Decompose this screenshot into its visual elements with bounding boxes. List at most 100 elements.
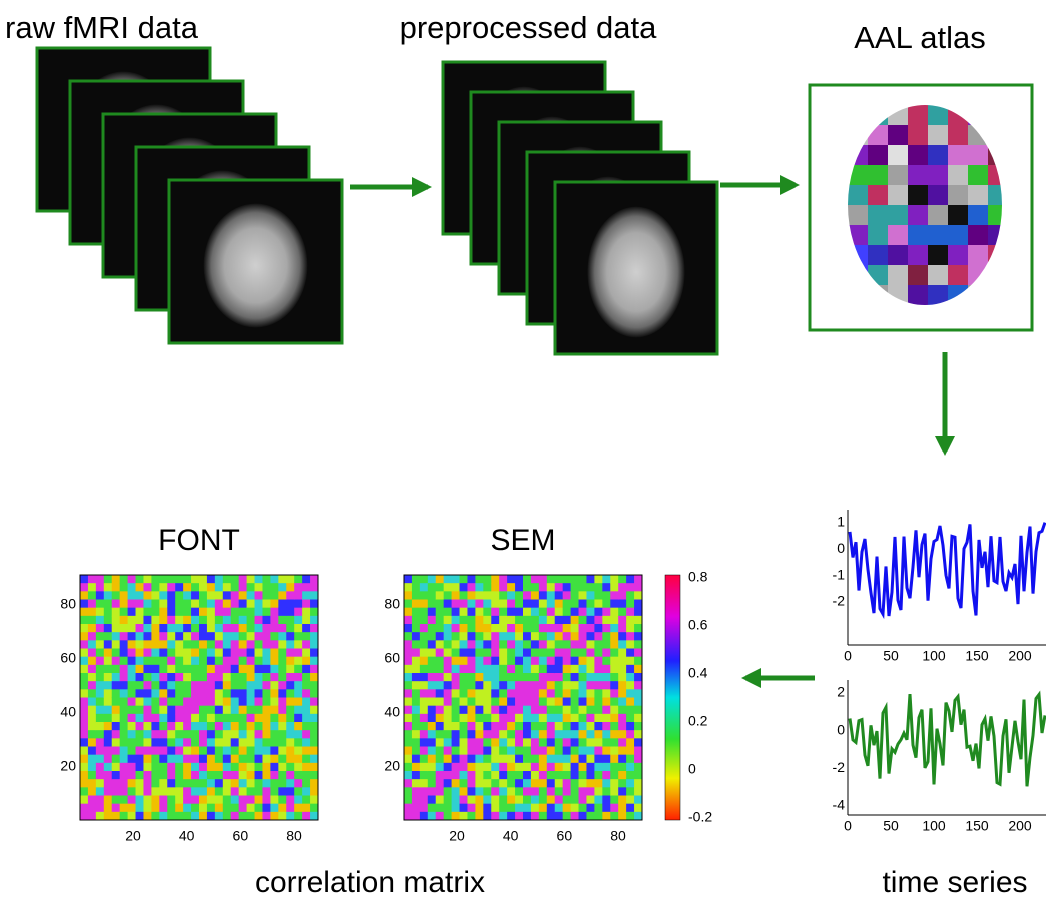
matrix-cell <box>594 804 602 813</box>
matrix-cell <box>104 632 112 641</box>
matrix-cell <box>499 583 507 592</box>
matrix-cell <box>167 787 175 796</box>
matrix-cell <box>634 665 642 674</box>
matrix-cell <box>183 755 191 764</box>
matrix-cell <box>412 787 420 796</box>
matrix-cell <box>507 681 515 690</box>
matrix-cell <box>563 779 571 788</box>
matrix-cell <box>207 714 215 723</box>
matrix-cell <box>247 624 255 633</box>
matrix-cell <box>539 591 547 600</box>
matrix-cell <box>412 796 420 805</box>
matrix-cell <box>436 730 444 739</box>
matrix-cell <box>563 673 571 682</box>
matrix-cell <box>143 771 151 780</box>
matrix-cell <box>586 624 594 633</box>
matrix-cell <box>199 624 207 633</box>
matrix-cell <box>278 591 286 600</box>
matrix-cell <box>555 600 563 609</box>
matrix-cell <box>404 779 412 788</box>
matrix-cell <box>183 583 191 592</box>
matrix-cell <box>159 600 167 609</box>
matrix-cell <box>499 771 507 780</box>
matrix-cell <box>499 591 507 600</box>
matrix-cell <box>151 787 159 796</box>
matrix-cell <box>151 730 159 739</box>
matrix-cell <box>563 608 571 617</box>
matrix-cell <box>515 616 523 625</box>
matrix-cell <box>128 706 136 715</box>
matrix-cell <box>523 779 531 788</box>
matrix-cell <box>278 796 286 805</box>
matrix-cell <box>515 796 523 805</box>
matrix-cell <box>618 673 626 682</box>
matrix-cell <box>571 657 579 666</box>
matrix-cell <box>539 763 547 772</box>
matrix-cell <box>143 600 151 609</box>
matrix-cell <box>563 681 571 690</box>
matrix-cell <box>207 787 215 796</box>
matrix-cell <box>579 747 587 756</box>
matrix-cell <box>436 689 444 698</box>
matrix-cell <box>499 649 507 658</box>
matrix-cell <box>436 738 444 747</box>
matrix-cell <box>223 730 231 739</box>
matrix-cell <box>412 812 420 821</box>
matrix-cell <box>294 698 302 707</box>
matrix-cell <box>286 812 294 821</box>
matrix-cell <box>507 649 515 658</box>
matrix-cell <box>278 763 286 772</box>
matrix-cell <box>262 600 270 609</box>
matrix-cell <box>515 665 523 674</box>
matrix-cell <box>191 624 199 633</box>
matrix-cell <box>428 632 436 641</box>
matrix-cell <box>507 755 515 764</box>
matrix-cell <box>555 591 563 600</box>
matrix-cell <box>247 796 255 805</box>
matrix-cell <box>571 673 579 682</box>
matrix-cell <box>515 779 523 788</box>
matrix-cell <box>207 796 215 805</box>
atlas-region <box>928 265 948 285</box>
matrix-cell <box>547 600 555 609</box>
matrix-cell <box>104 722 112 731</box>
matrix-cell <box>563 755 571 764</box>
matrix-cell <box>136 689 144 698</box>
matrix-cell <box>420 624 428 633</box>
matrix-cell <box>104 649 112 658</box>
matrix-cell <box>104 681 112 690</box>
matrix-title: SEM <box>490 524 555 557</box>
matrix-cell <box>88 657 96 666</box>
matrix-cell <box>175 804 183 813</box>
matrix-cell <box>634 747 642 756</box>
matrix-cell <box>531 608 539 617</box>
matrix-cell <box>444 804 452 813</box>
atlas-region <box>888 165 908 185</box>
matrix-cell <box>515 763 523 772</box>
matrix-cell <box>420 779 428 788</box>
matrix-cell <box>231 681 239 690</box>
matrix-cell <box>175 665 183 674</box>
matrix-cell <box>634 722 642 731</box>
matrix-cell <box>499 608 507 617</box>
matrix-cell <box>467 771 475 780</box>
matrix-cell <box>491 640 499 649</box>
matrix-cell <box>294 706 302 715</box>
matrix-cell <box>626 681 634 690</box>
matrix-cell <box>420 796 428 805</box>
matrix-cell <box>555 755 563 764</box>
matrix-cell <box>151 649 159 658</box>
matrix-cell <box>215 812 223 821</box>
matrix-cell <box>523 640 531 649</box>
matrix-cell <box>412 640 420 649</box>
matrix-cell <box>483 624 491 633</box>
matrix-cell <box>104 583 112 592</box>
matrix-cell <box>586 632 594 641</box>
matrix-cell <box>143 624 151 633</box>
matrix-cell <box>247 575 255 584</box>
matrix-cell <box>531 640 539 649</box>
matrix-cell <box>594 722 602 731</box>
matrix-cell <box>555 632 563 641</box>
matrix-cell <box>270 763 278 772</box>
matrix-cell <box>191 730 199 739</box>
